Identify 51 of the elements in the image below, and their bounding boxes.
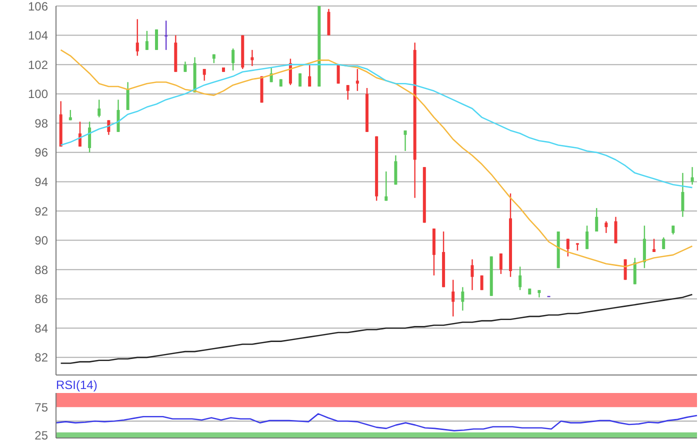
candlestick xyxy=(116,99,120,133)
candlestick xyxy=(470,258,474,291)
candlestick xyxy=(633,257,636,285)
candlestick xyxy=(404,130,407,152)
candlestick xyxy=(327,8,330,36)
y-tick-label: 84 xyxy=(34,321,48,336)
y-tick-label: 98 xyxy=(34,116,48,130)
y-tick-label: 104 xyxy=(28,28,48,43)
candlestick xyxy=(586,225,589,250)
candlestick xyxy=(652,238,656,253)
y-tick-label: 90 xyxy=(34,234,48,248)
y-tick-label: 96 xyxy=(34,146,48,160)
y-tick-label: 106 xyxy=(28,0,48,14)
candlestick xyxy=(145,30,148,51)
candlestick xyxy=(136,18,139,56)
candlestick xyxy=(604,220,608,234)
candlestick xyxy=(126,82,130,111)
y-tick-label: 94 xyxy=(34,174,48,189)
y-tick-label: 75 xyxy=(34,400,48,414)
candlestick xyxy=(184,61,187,72)
candlestick xyxy=(155,28,158,51)
line-series xyxy=(60,64,693,188)
candlestick xyxy=(499,252,502,275)
candlestick xyxy=(614,216,618,244)
y-tick-label: 92 xyxy=(34,204,48,218)
candlestick xyxy=(346,84,350,100)
candlestick xyxy=(681,172,684,218)
candlestick xyxy=(384,170,388,202)
line-series xyxy=(60,294,693,364)
y-tick-label: 25 xyxy=(34,428,48,441)
candlestick xyxy=(642,225,646,269)
y-tick-label: 86 xyxy=(34,292,48,306)
line-series xyxy=(55,413,698,432)
candlestick xyxy=(452,279,455,318)
y-tick-label: 82 xyxy=(34,350,48,365)
chart-title: RSI(14) xyxy=(56,378,98,392)
candlestick xyxy=(394,154,398,186)
candlestick xyxy=(566,238,570,257)
candlestick xyxy=(461,286,464,312)
candlestick xyxy=(518,266,522,291)
candlestick xyxy=(690,166,694,186)
candlestick xyxy=(356,68,359,92)
y-tick-label: 102 xyxy=(28,58,48,72)
candlestick xyxy=(595,207,598,232)
y-tick-label: 100 xyxy=(28,87,48,102)
y-tick-label: 88 xyxy=(34,262,48,277)
candlestick xyxy=(107,120,110,136)
candlestick xyxy=(308,64,312,88)
candlestick xyxy=(98,99,101,118)
candlestick xyxy=(88,121,92,154)
candlestick xyxy=(232,48,235,72)
